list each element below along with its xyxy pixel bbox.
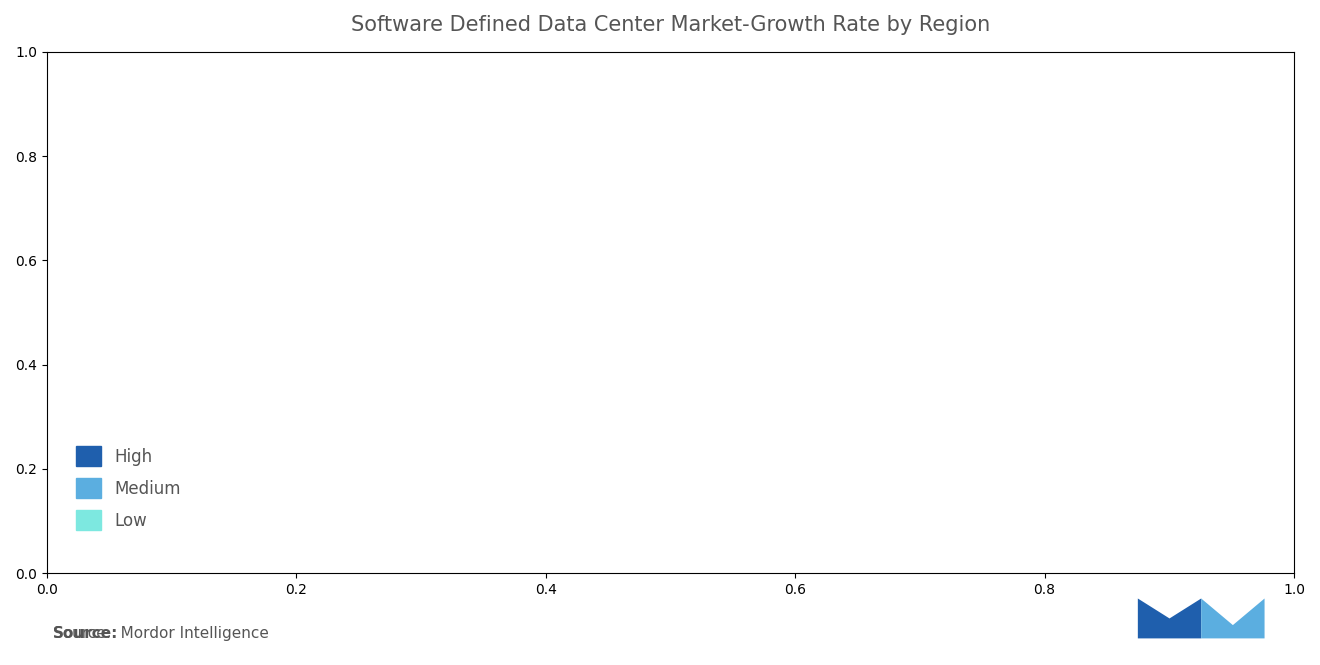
Title: Software Defined Data Center Market-Growth Rate by Region: Software Defined Data Center Market-Grow… [351, 15, 990, 35]
Polygon shape [1138, 598, 1201, 638]
Text: Source:  Mordor Intelligence: Source: Mordor Intelligence [53, 626, 269, 642]
Text: Source:: Source: [53, 626, 119, 642]
Polygon shape [1201, 598, 1265, 638]
Legend: High, Medium, Low: High, Medium, Low [67, 438, 189, 539]
